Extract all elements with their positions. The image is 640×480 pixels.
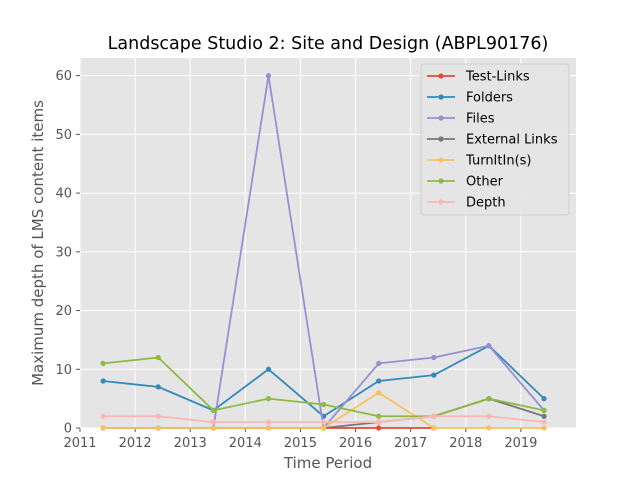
data-point — [486, 425, 492, 431]
legend-item: Depth — [427, 196, 506, 211]
x-tick-label: 2018 — [449, 436, 482, 451]
data-point — [100, 360, 106, 366]
legend-label: Folders — [466, 91, 513, 106]
data-point — [431, 372, 437, 378]
data-point — [376, 425, 382, 431]
x-tick-label: 2012 — [119, 436, 152, 451]
data-point — [320, 401, 327, 408]
data-point — [100, 425, 106, 431]
legend-label: External Links — [466, 133, 558, 148]
y-tick-label: 20 — [55, 304, 72, 319]
legend-item: Test-Links — [427, 70, 530, 85]
legend-label: Depth — [466, 196, 506, 211]
data-point — [486, 343, 492, 349]
legend-marker — [438, 136, 444, 142]
legend-marker — [438, 178, 444, 184]
legend-label: Files — [466, 112, 495, 127]
x-tick-label: 2016 — [339, 436, 372, 451]
x-tick-label: 2013 — [174, 436, 207, 451]
data-point — [100, 413, 106, 419]
series-other — [100, 354, 547, 419]
data-point — [376, 413, 382, 419]
data-point — [100, 378, 106, 384]
data-point — [155, 384, 161, 390]
y-axis-label: Maximum depth of LMS content items — [29, 100, 47, 386]
data-point — [431, 354, 437, 361]
data-point — [376, 378, 382, 384]
x-tick-label: 2014 — [229, 436, 262, 451]
legend-item: TurnItIn(s) — [427, 154, 531, 169]
data-point — [265, 396, 272, 402]
y-tick-label: 40 — [55, 187, 72, 202]
data-point — [265, 73, 272, 79]
data-point — [265, 425, 272, 431]
data-point — [541, 419, 547, 425]
data-point — [376, 419, 382, 425]
legend-item: Other — [427, 175, 504, 190]
legend-marker — [438, 73, 444, 79]
data-point — [265, 366, 272, 372]
y-tick-label: 50 — [55, 128, 72, 143]
x-tick-label: 2015 — [284, 436, 317, 451]
y-tick-label: 0 — [64, 422, 72, 437]
legend-marker — [438, 199, 444, 205]
data-point — [320, 425, 327, 431]
x-tick-label: 2017 — [394, 436, 427, 451]
x-tick-labels: 2011 2012 2013 2014 2015 2016 2017 2018 2019 — [63, 436, 537, 451]
data-point — [431, 413, 437, 419]
data-point — [320, 419, 327, 425]
legend-marker — [438, 157, 444, 163]
data-point — [541, 413, 547, 419]
data-point — [155, 354, 161, 361]
data-point — [376, 390, 382, 396]
series-depth — [100, 413, 547, 425]
legend: Test-Links Folders Files External Links Turn… — [420, 63, 570, 216]
legend-label: Test-Links — [465, 70, 530, 85]
y-tick-label: 30 — [55, 245, 72, 260]
series-layer — [100, 73, 547, 431]
data-point — [155, 413, 161, 419]
legend-label: TurnItIn(s) — [465, 154, 531, 169]
data-point — [376, 360, 382, 366]
x-axis-label: Time Period — [283, 454, 372, 472]
data-point — [431, 425, 437, 431]
legend-item: Files — [427, 112, 495, 127]
data-point — [541, 425, 547, 431]
legend-box — [420, 63, 570, 216]
data-point — [210, 407, 216, 413]
data-point — [210, 419, 216, 425]
legend-marker — [438, 94, 444, 100]
legend-label: Other — [466, 175, 504, 190]
data-point — [155, 425, 161, 431]
legend-item: External Links — [427, 133, 558, 148]
x-tick-label: 2011 — [63, 436, 96, 451]
y-tick-label: 10 — [55, 363, 72, 378]
chart-title: Landscape Studio 2: Site and Design (ABP… — [108, 34, 549, 54]
data-point — [265, 419, 272, 425]
data-point — [541, 396, 547, 402]
data-point — [210, 425, 216, 431]
data-point — [486, 396, 492, 402]
series-turnitin-s — [100, 390, 547, 431]
legend-item: Folders — [427, 91, 513, 106]
x-tick-label: 2019 — [504, 436, 537, 451]
data-point — [486, 413, 492, 419]
legend-marker — [438, 115, 444, 121]
y-tick-label: 60 — [55, 69, 72, 84]
legend-items: Test-Links Folders Files External Links Turn… — [427, 70, 558, 211]
y-tick-labels: 0 10 20 30 40 50 60 — [55, 69, 72, 436]
data-point — [541, 407, 547, 413]
